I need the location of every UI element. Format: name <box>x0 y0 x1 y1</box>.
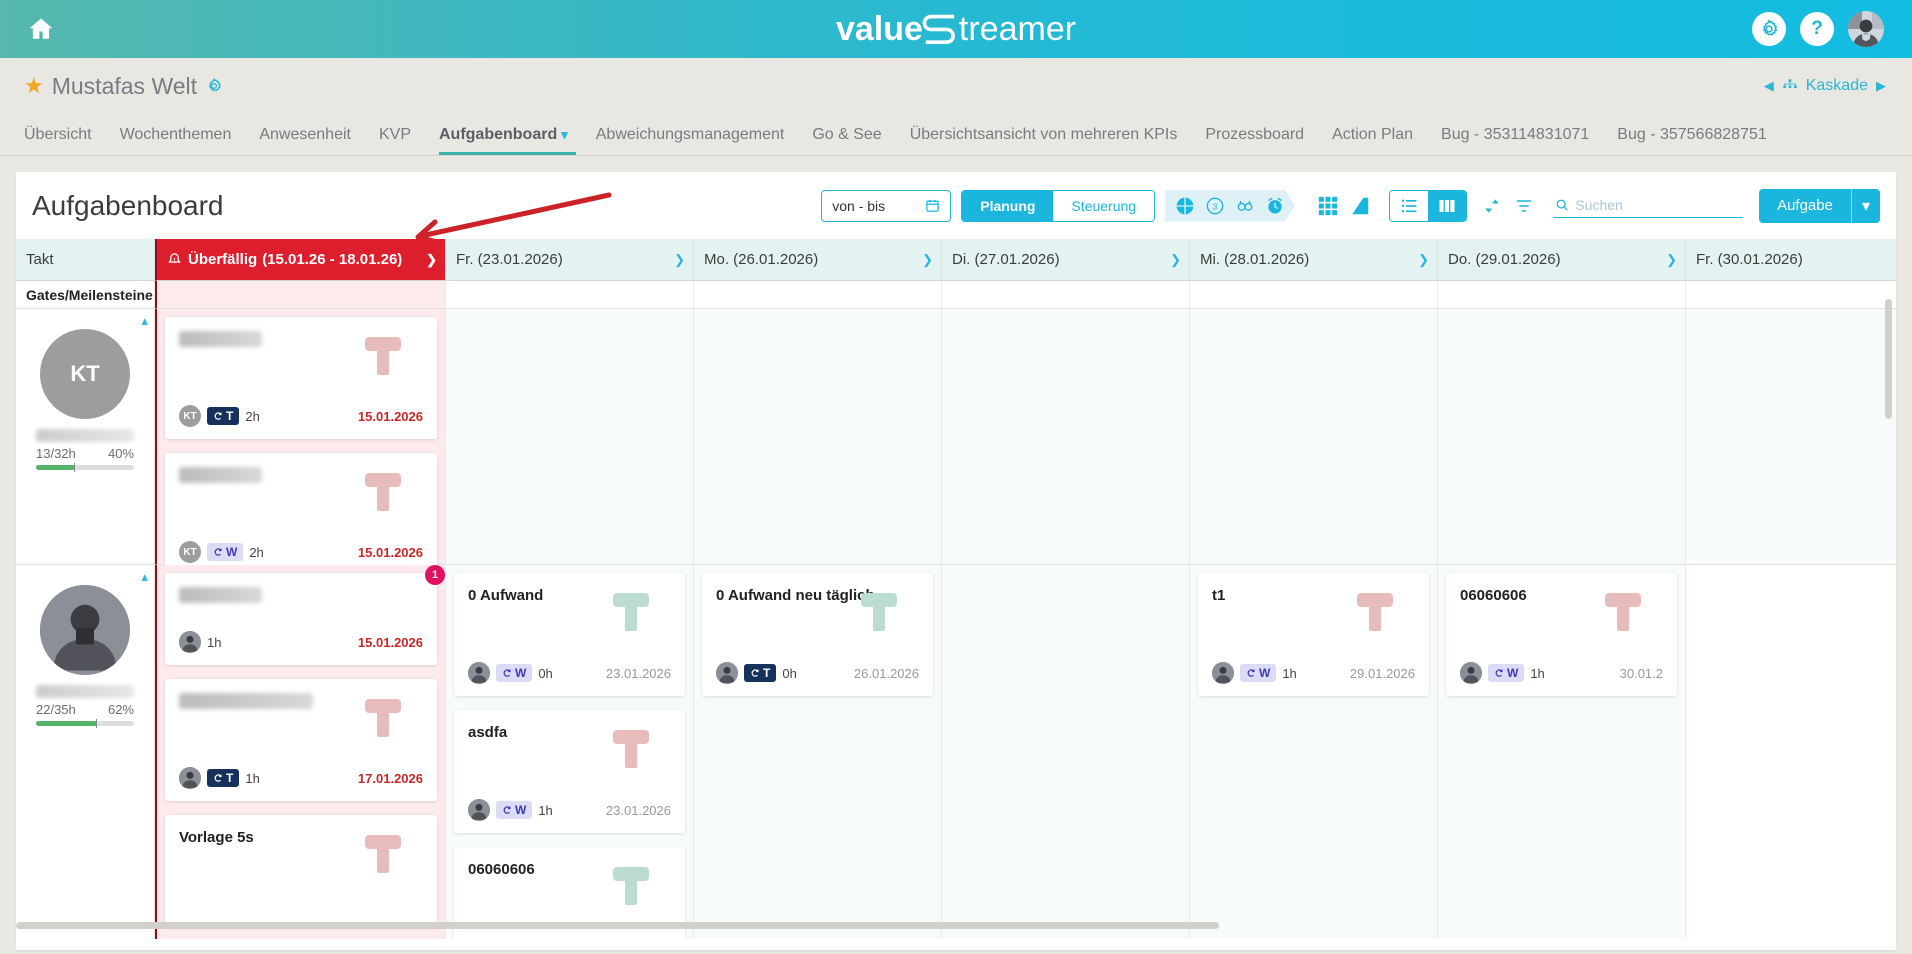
svg-text:3: 3 <box>1213 201 1218 211</box>
